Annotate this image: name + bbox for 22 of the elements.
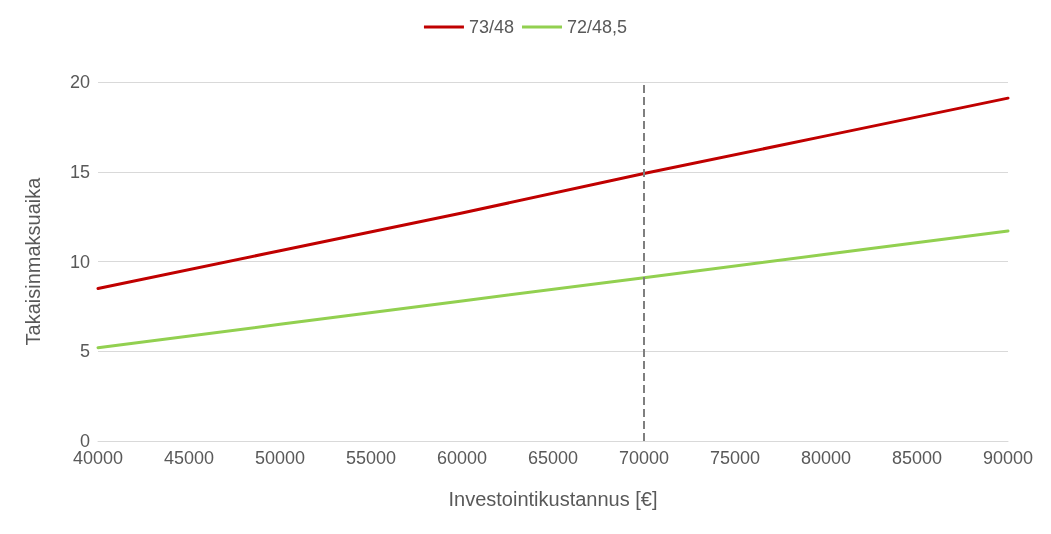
x-tick-label: 70000	[618, 448, 670, 468]
y-tick-label: 15	[69, 161, 90, 182]
legend-label: 72/48,5	[566, 17, 628, 37]
x-tick-label: 75000	[709, 448, 761, 468]
x-tick-label: 40000	[72, 448, 124, 468]
y-tick-label: 0	[79, 431, 90, 451]
x-tick-label: 90000	[982, 448, 1034, 468]
legend-label: 73/48	[468, 17, 514, 37]
x-axis-title: Investointikustannus [€]	[448, 488, 658, 510]
x-tick-label: 55000	[345, 448, 397, 468]
y-tick-label: 20	[69, 72, 90, 92]
x-tick-label: 85000	[891, 448, 943, 468]
y-tick-label: 10	[69, 251, 90, 272]
x-tick-label: 80000	[800, 448, 852, 468]
y-axis-title: Takaisinmaksuaika	[22, 176, 44, 346]
line-series	[96, 229, 1010, 350]
x-tick-label: 50000	[254, 448, 306, 468]
line-series	[96, 96, 1010, 290]
y-tick-label: 5	[79, 341, 90, 362]
x-tick-label: 60000	[436, 448, 488, 468]
x-tick-label: 45000	[163, 448, 215, 468]
x-tick-label: 65000	[527, 448, 579, 468]
